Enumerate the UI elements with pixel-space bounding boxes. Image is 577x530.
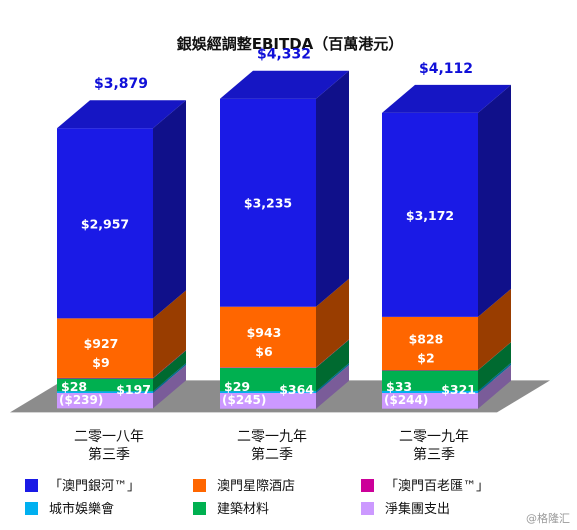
bar-segment-0-5 <box>57 365 186 409</box>
data-label-1-5: ($245) <box>222 393 266 407</box>
legend-label-2: 「澳門百老匯™」 <box>385 478 489 494</box>
bar-segment-0-1 <box>57 290 186 378</box>
data-label-0-1: $927 <box>84 336 119 351</box>
legend-swatch-3 <box>25 502 38 515</box>
legend-item-3: 城市娛樂會 <box>25 501 114 517</box>
category-label-2-1: 第三季 <box>413 446 455 463</box>
total-label-0: $3,879 <box>94 76 148 92</box>
data-label-0-0: $2,957 <box>81 216 129 231</box>
total-label-1: $4,332 <box>257 47 311 63</box>
bar-segment-0-2 <box>57 349 186 379</box>
data-label-2-5: ($244) <box>384 393 428 407</box>
legend-label-1: 澳門星際酒店 <box>217 478 295 494</box>
data-label-0-4: $197 <box>116 382 151 397</box>
legend-item-1: 澳門星際酒店 <box>193 478 295 494</box>
legend-label-3: 城市娛樂會 <box>49 501 114 517</box>
watermark: @格隆汇 <box>526 511 570 525</box>
legend-item-4: 建築材料 <box>193 502 269 517</box>
bar-segment-2-5 <box>382 365 511 409</box>
bar-segment-1-2 <box>220 339 349 368</box>
data-label-0-2: $9 <box>92 355 109 370</box>
data-label-2-2: $2 <box>417 350 434 365</box>
legend-swatch-0 <box>25 479 38 492</box>
legend-swatch-4 <box>193 502 206 515</box>
legend-swatch-5 <box>361 502 374 515</box>
data-label-1-0: $3,235 <box>244 196 292 211</box>
bar-segment-2-4 <box>382 342 511 391</box>
category-label-0-0: 二零一八年 <box>74 429 144 445</box>
bar-top-0 <box>57 100 186 129</box>
category-label-2-0: 二零一九年 <box>399 429 469 445</box>
category-label-1-1: 第二季 <box>251 446 293 463</box>
total-label-2: $4,112 <box>419 61 473 77</box>
data-label-0-5: ($239) <box>59 393 103 407</box>
bar-segment-2-0 <box>382 84 511 317</box>
legend-label-0: 「澳門銀河™」 <box>49 478 140 494</box>
legend-item-0: 「澳門銀河™」 <box>25 478 140 494</box>
legend-item-5: 淨集團支出 <box>361 501 450 517</box>
data-label-2-3: $33 <box>386 379 412 394</box>
category-label-1-0: 二零一九年 <box>237 429 307 445</box>
bar-segment-1-1 <box>220 278 349 368</box>
legend-swatch-1 <box>193 479 206 492</box>
category-label-0-1: 第三季 <box>88 446 130 463</box>
bar-segment-1-5 <box>220 365 349 409</box>
data-label-2-0: $3,172 <box>406 208 454 223</box>
bar-top-1 <box>220 70 349 99</box>
bar-segment-2-2 <box>382 342 511 371</box>
bar-segment-0-0 <box>57 100 186 319</box>
bar-segment-2-1 <box>382 288 511 371</box>
data-label-1-3: $29 <box>224 379 250 394</box>
bar-segment-0-4 <box>57 350 186 392</box>
legend-item-2: 「澳門百老匯™」 <box>361 478 489 494</box>
bar-segment-0-3 <box>57 363 186 393</box>
legend-label-5: 淨集團支出 <box>385 501 450 517</box>
data-label-2-4: $321 <box>441 382 476 397</box>
bar-segment-2-3 <box>382 362 511 393</box>
legend-label-4: 建築材料 <box>217 502 269 517</box>
chart-title: 銀娛經調整EBITDA（百萬港元） <box>177 35 404 53</box>
data-label-1-2: $6 <box>255 344 273 359</box>
bar-segment-1-3 <box>220 363 349 393</box>
bar-segment-1-4 <box>220 339 349 392</box>
legend-swatch-2 <box>361 479 374 492</box>
bar-top-2 <box>382 84 511 113</box>
bar-segment-1-0 <box>220 70 349 307</box>
data-label-0-3: $28 <box>61 379 87 394</box>
data-label-1-4: $364 <box>279 382 314 397</box>
data-label-1-1: $943 <box>247 325 282 340</box>
data-label-2-1: $828 <box>409 331 444 346</box>
